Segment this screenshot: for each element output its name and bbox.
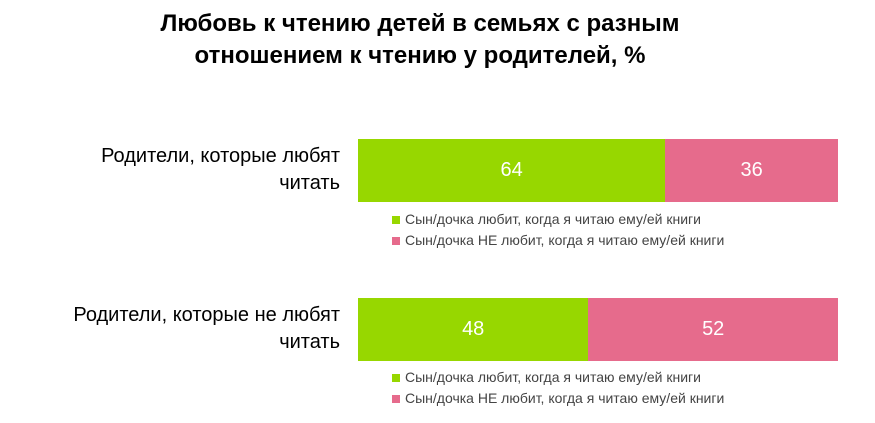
chart-title-line-2: отношением к чтению у родителей, % — [194, 42, 646, 69]
legend-swatch-not-loves — [392, 394, 400, 403]
category-label-line: читать — [279, 331, 340, 353]
data-label: 52 — [702, 318, 725, 340]
legend-label: Сын/дочка НЕ любит, когда я читаю ему/ей… — [405, 390, 725, 406]
legend-group-1: Сын/дочка любит, когда я читаю ему/ей кн… — [392, 209, 724, 251]
legend-group-2: Сын/дочка любит, когда я читаю ему/ей кн… — [392, 367, 724, 409]
category-label-parents-love-reading: Родители, которые любят читать — [10, 143, 340, 197]
legend-swatch-not-loves — [392, 236, 400, 245]
data-label: 36 — [740, 159, 763, 181]
category-label-line: читать — [279, 172, 340, 194]
chart-title: Любовь к чтению детей в семьях с разным … — [0, 8, 840, 72]
category-label-line: Родители, которые любят — [101, 145, 340, 167]
bar-segment-loves: 48 — [358, 298, 589, 361]
legend-swatch-loves — [392, 373, 400, 382]
legend-item-loves: Сын/дочка любит, когда я читаю ему/ей кн… — [392, 209, 724, 230]
legend-item-not-loves: Сын/дочка НЕ любит, когда я читаю ему/ей… — [392, 388, 724, 409]
legend-swatch-loves — [392, 215, 400, 224]
bar-segment-not-loves: 52 — [588, 298, 838, 361]
stacked-bar-parents-dislike-reading: 48 52 — [358, 298, 838, 361]
data-label: 64 — [500, 159, 523, 181]
legend-item-loves: Сын/дочка любит, когда я читаю ему/ей кн… — [392, 367, 724, 388]
chart-title-line-1: Любовь к чтению детей в семьях с разным — [160, 10, 680, 37]
category-label-line: Родители, которые не любят — [73, 304, 340, 326]
legend-label: Сын/дочка любит, когда я читаю ему/ей кн… — [405, 211, 701, 227]
bar-segment-not-loves: 36 — [665, 139, 838, 202]
legend-item-not-loves: Сын/дочка НЕ любит, когда я читаю ему/ей… — [392, 230, 724, 251]
stacked-bar-parents-love-reading: 64 36 — [358, 139, 838, 202]
legend-label: Сын/дочка любит, когда я читаю ему/ей кн… — [405, 369, 701, 385]
bar-segment-loves: 64 — [358, 139, 666, 202]
data-label: 48 — [462, 318, 485, 340]
legend-label: Сын/дочка НЕ любит, когда я читаю ему/ей… — [405, 232, 725, 248]
category-label-parents-dislike-reading: Родители, которые не любят читать — [10, 302, 340, 356]
